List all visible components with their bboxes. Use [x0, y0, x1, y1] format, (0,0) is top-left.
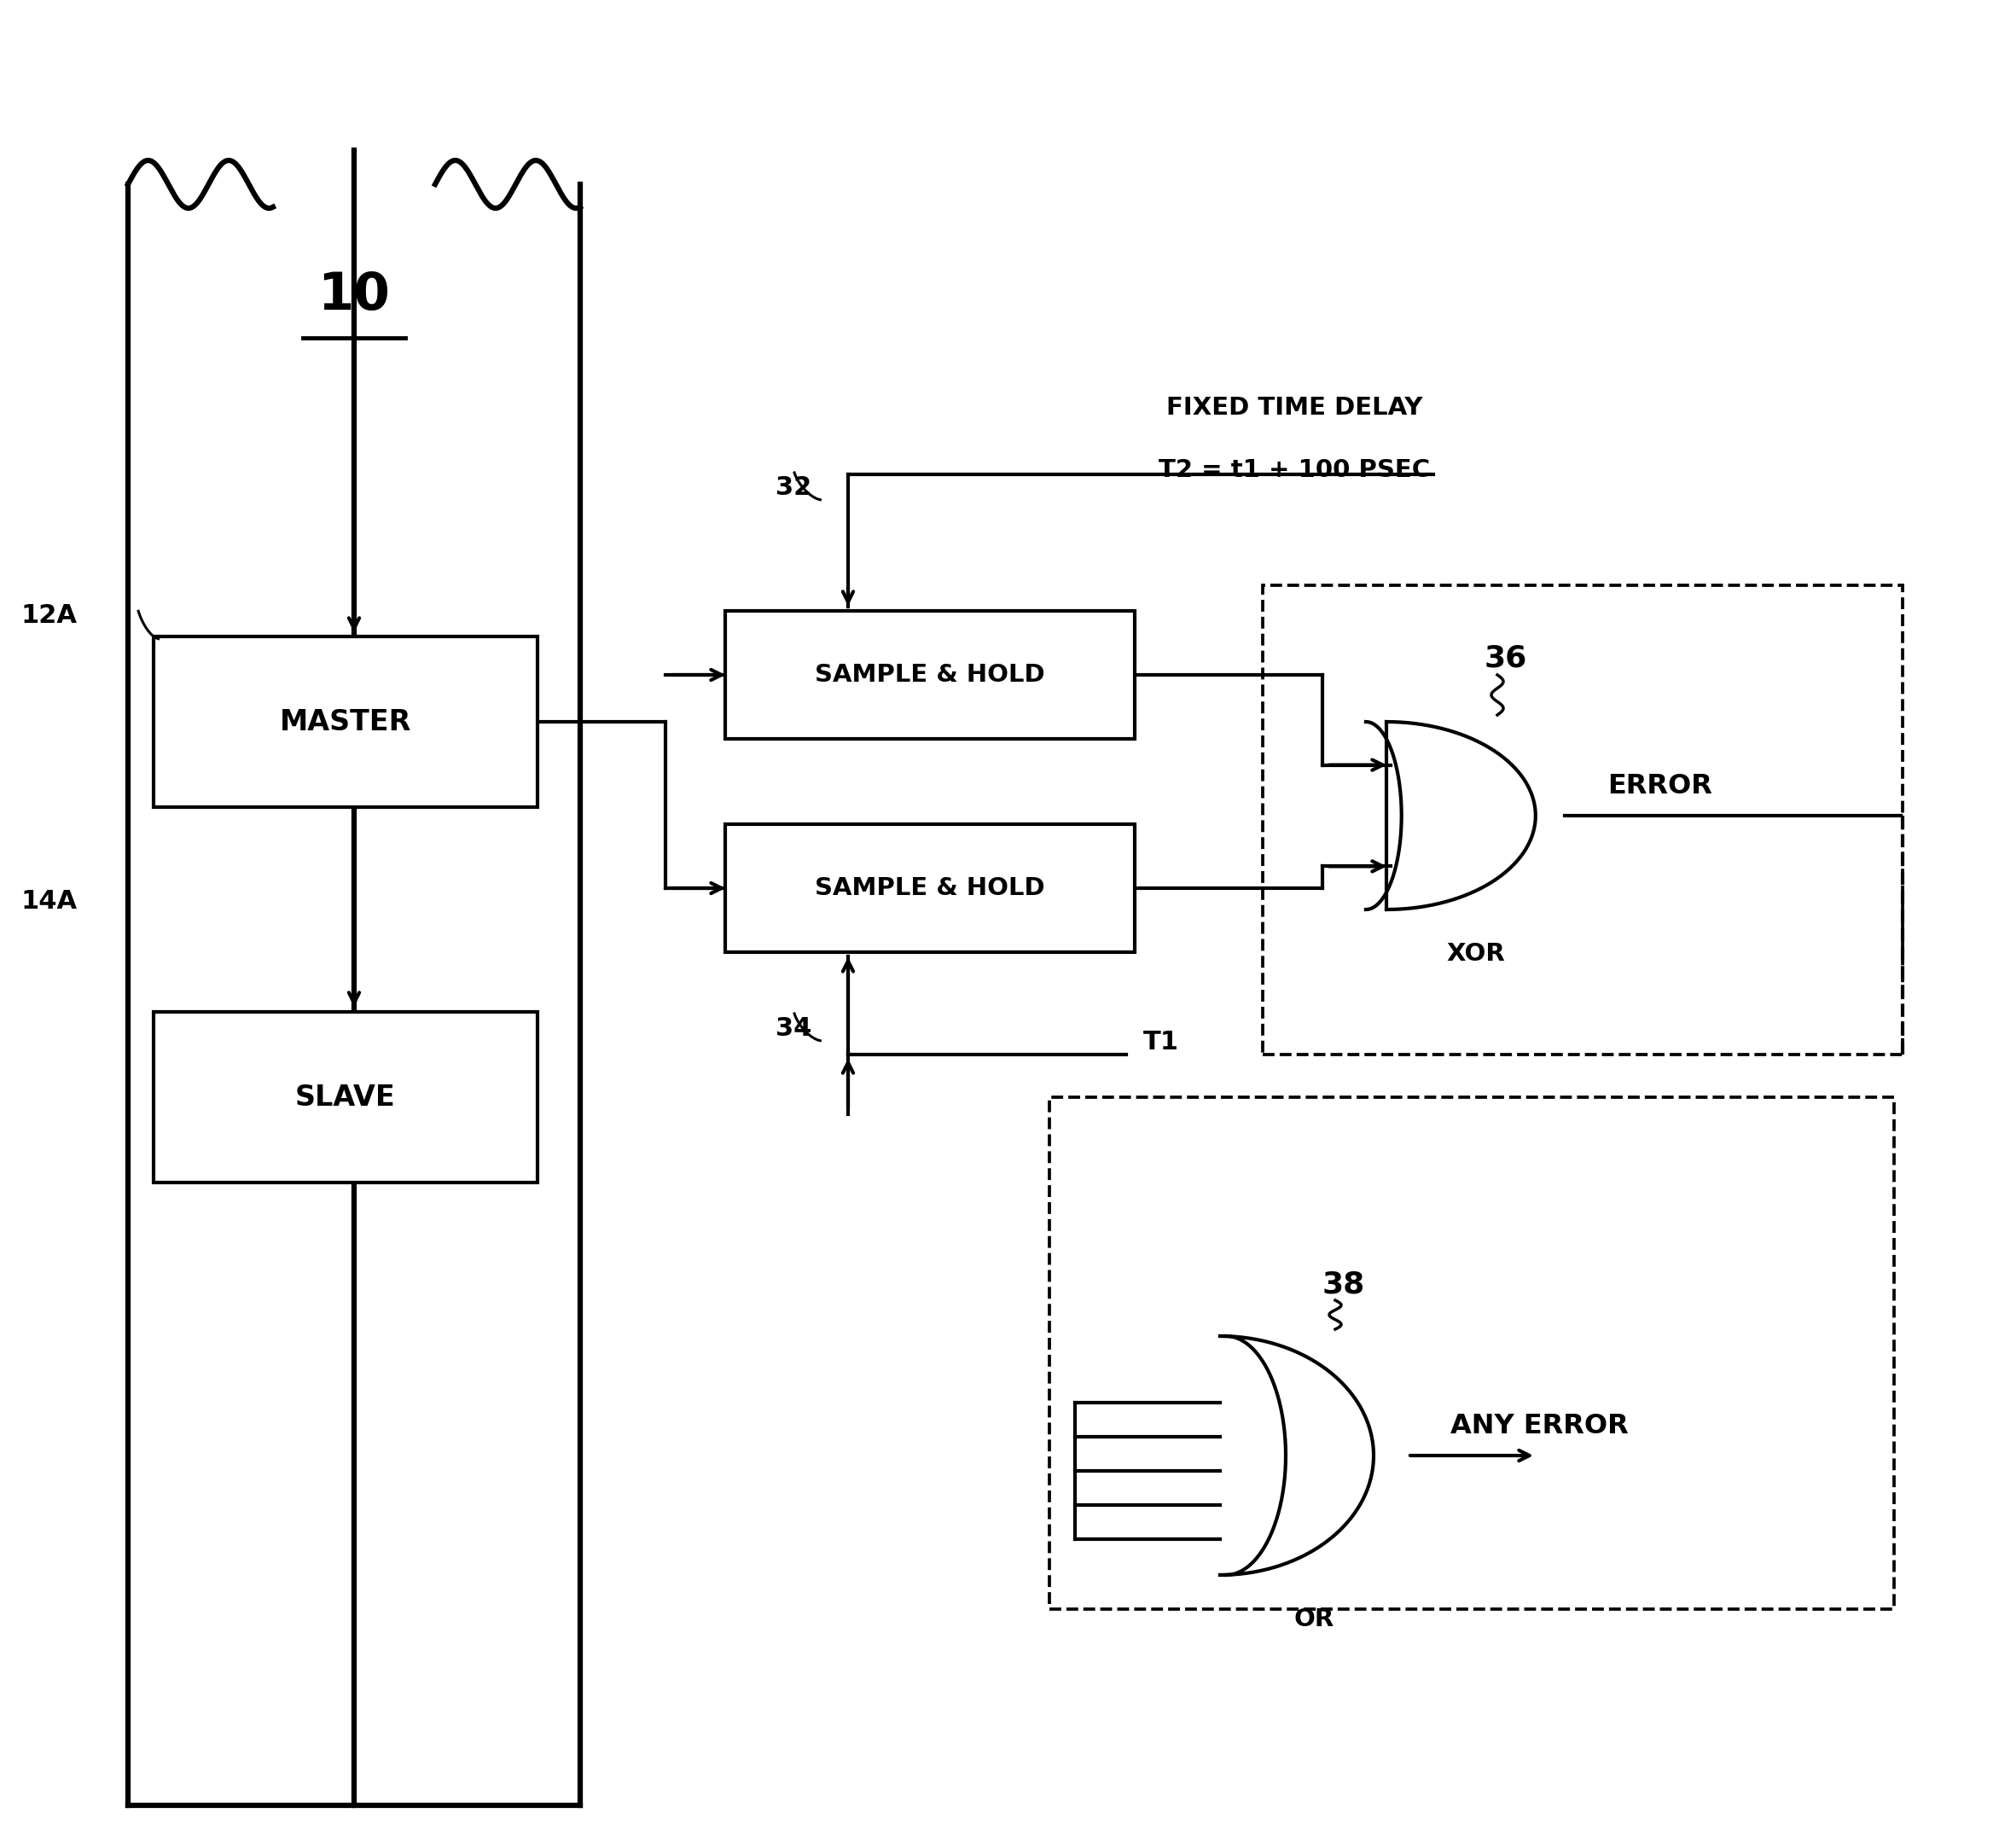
- Bar: [726, 824, 1135, 952]
- Bar: [726, 612, 1135, 739]
- Text: SAMPLE & HOLD: SAMPLE & HOLD: [816, 876, 1045, 900]
- Text: 10: 10: [318, 270, 390, 320]
- Text: ANY ERROR: ANY ERROR: [1451, 1412, 1629, 1440]
- Bar: [154, 636, 538, 808]
- Text: 34: 34: [776, 1016, 812, 1040]
- Text: SLAVE: SLAVE: [296, 1083, 396, 1111]
- Text: MASTER: MASTER: [280, 708, 412, 736]
- Text: ERROR: ERROR: [1607, 772, 1713, 798]
- Text: 12A: 12A: [22, 602, 78, 628]
- Text: 14A: 14A: [22, 889, 78, 913]
- Text: T2 = t1 + 100 PSEC: T2 = t1 + 100 PSEC: [1159, 458, 1429, 482]
- Bar: [154, 1013, 538, 1183]
- Text: 36: 36: [1485, 643, 1527, 673]
- Text: FIXED TIME DELAY: FIXED TIME DELAY: [1165, 395, 1423, 419]
- Bar: [1049, 1098, 1895, 1610]
- Text: OR: OR: [1293, 1608, 1333, 1632]
- Text: 32: 32: [776, 475, 812, 499]
- Bar: [1263, 586, 1903, 1055]
- Text: XOR: XOR: [1447, 942, 1505, 967]
- Text: T1: T1: [1143, 1029, 1179, 1053]
- Text: 38: 38: [1321, 1270, 1365, 1299]
- Text: SAMPLE & HOLD: SAMPLE & HOLD: [816, 663, 1045, 687]
